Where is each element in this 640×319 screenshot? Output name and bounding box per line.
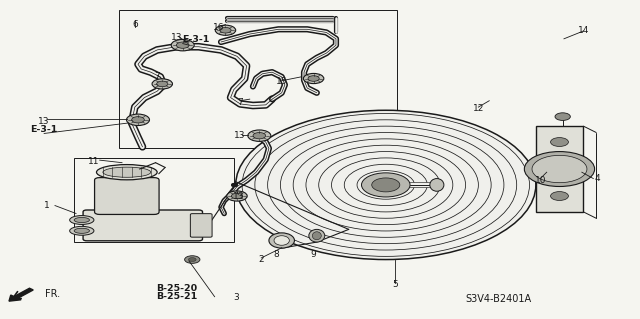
Circle shape	[308, 76, 319, 81]
FancyBboxPatch shape	[95, 178, 159, 214]
Bar	[74, 158, 234, 242]
Text: B-25-21: B-25-21	[156, 292, 197, 301]
Ellipse shape	[103, 167, 151, 177]
Circle shape	[184, 256, 200, 263]
Ellipse shape	[309, 229, 324, 242]
Ellipse shape	[274, 236, 289, 245]
Circle shape	[188, 258, 196, 262]
Circle shape	[555, 113, 570, 121]
Text: 7: 7	[154, 72, 160, 81]
Circle shape	[362, 173, 410, 197]
Text: E-3-1: E-3-1	[31, 125, 58, 134]
Text: 2: 2	[259, 255, 264, 264]
Circle shape	[127, 114, 150, 125]
Circle shape	[172, 40, 194, 51]
Text: 11: 11	[88, 157, 99, 166]
Circle shape	[215, 25, 236, 35]
Text: 6: 6	[132, 20, 138, 29]
Text: 7: 7	[237, 98, 243, 107]
Circle shape	[152, 79, 173, 89]
Circle shape	[220, 27, 231, 33]
Circle shape	[236, 110, 536, 260]
Ellipse shape	[430, 179, 444, 191]
Text: 5: 5	[392, 280, 397, 289]
Ellipse shape	[70, 226, 94, 235]
Circle shape	[248, 130, 271, 141]
Text: E-3-1: E-3-1	[182, 35, 209, 44]
Text: 13: 13	[232, 191, 244, 201]
Ellipse shape	[312, 232, 321, 240]
Text: 13: 13	[171, 33, 182, 42]
Text: 10: 10	[534, 176, 546, 185]
Text: 16: 16	[213, 23, 225, 32]
Text: S3V4-B2401A: S3V4-B2401A	[466, 294, 532, 304]
Circle shape	[132, 117, 144, 123]
Circle shape	[157, 81, 168, 87]
Circle shape	[524, 152, 595, 187]
FancyBboxPatch shape	[190, 214, 212, 237]
Text: FR.: FR.	[45, 288, 61, 299]
Text: 1: 1	[44, 201, 49, 210]
Text: 3: 3	[233, 293, 239, 302]
FancyBboxPatch shape	[83, 210, 202, 241]
FancyArrow shape	[9, 288, 33, 301]
Circle shape	[532, 155, 587, 183]
Ellipse shape	[70, 216, 94, 225]
Circle shape	[227, 191, 247, 201]
Circle shape	[372, 178, 400, 192]
Circle shape	[303, 73, 324, 84]
Text: 8: 8	[274, 250, 280, 259]
Circle shape	[232, 193, 243, 199]
Circle shape	[550, 137, 568, 146]
Circle shape	[177, 42, 189, 48]
Ellipse shape	[74, 228, 90, 233]
Text: 15: 15	[276, 77, 287, 86]
Ellipse shape	[97, 165, 157, 180]
FancyBboxPatch shape	[536, 126, 584, 212]
Text: 13: 13	[38, 117, 50, 126]
Text: 9: 9	[311, 250, 317, 259]
Circle shape	[550, 192, 568, 200]
Ellipse shape	[74, 218, 90, 223]
Text: 4: 4	[595, 174, 600, 183]
Text: 13: 13	[234, 131, 246, 140]
Ellipse shape	[269, 233, 294, 248]
Text: 12: 12	[473, 104, 484, 113]
Bar	[119, 10, 397, 148]
Circle shape	[253, 132, 266, 139]
Text: 14: 14	[578, 26, 589, 35]
Text: B-25-20: B-25-20	[156, 284, 197, 293]
